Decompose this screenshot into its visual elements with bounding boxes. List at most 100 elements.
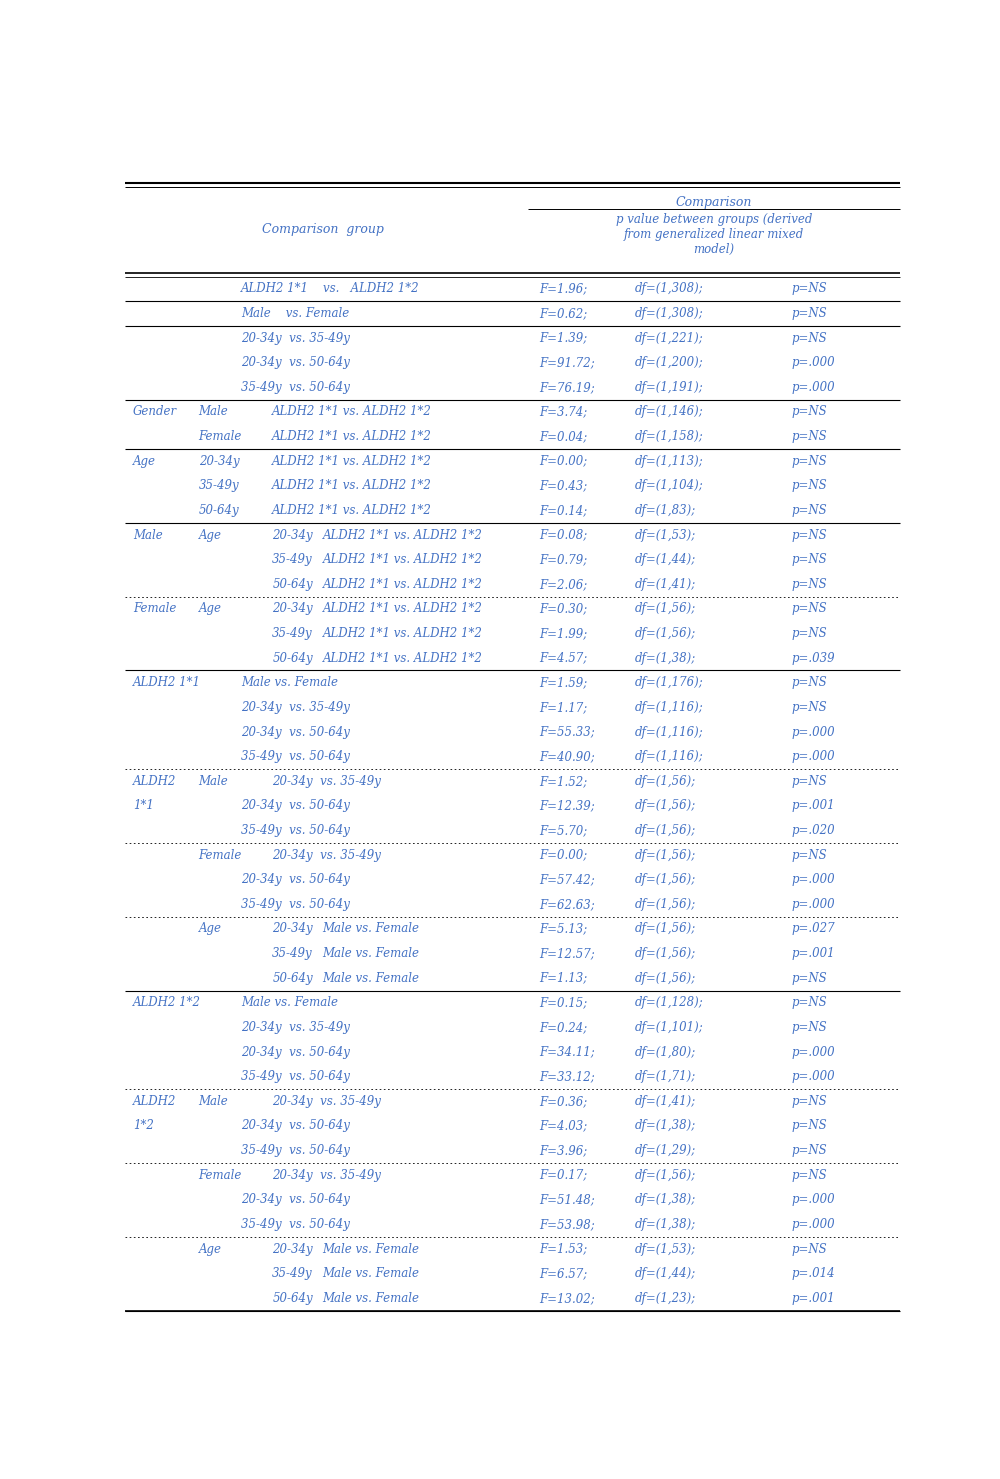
Text: p=NS: p=NS	[792, 972, 827, 985]
Text: F=53.98;: F=53.98;	[540, 1217, 595, 1231]
Text: 20-34y  vs. 35-49y: 20-34y vs. 35-49y	[272, 1094, 381, 1108]
Text: ALDH2 1*1 vs. ALDH2 1*2: ALDH2 1*1 vs. ALDH2 1*2	[272, 430, 432, 444]
Text: df=(1,176);: df=(1,176);	[635, 676, 704, 689]
Text: F=4.03;: F=4.03;	[540, 1120, 588, 1133]
Text: ALDH2 1*1: ALDH2 1*1	[133, 676, 201, 689]
Text: 20-34y  vs. 50-64y: 20-34y vs. 50-64y	[241, 1120, 350, 1133]
Text: p=NS: p=NS	[792, 282, 827, 296]
Text: F=1.59;: F=1.59;	[540, 676, 588, 689]
Text: df=(1,308);: df=(1,308);	[635, 308, 704, 319]
Text: p=NS: p=NS	[792, 1021, 827, 1034]
Text: F=0.08;: F=0.08;	[540, 528, 588, 541]
Text: df=(1,23);: df=(1,23);	[635, 1291, 696, 1304]
Text: df=(1,56);: df=(1,56);	[635, 923, 696, 936]
Text: F=5.70;: F=5.70;	[540, 824, 588, 837]
Text: 35-49y  vs. 50-64y: 35-49y vs. 50-64y	[241, 382, 350, 393]
Text: Male: Male	[133, 528, 162, 541]
Text: Female: Female	[199, 1168, 242, 1182]
Text: df=(1,80);: df=(1,80);	[635, 1046, 696, 1059]
Text: Male vs. Female: Male vs. Female	[241, 676, 338, 689]
Text: F=1.52;: F=1.52;	[540, 775, 588, 788]
Text: F=3.96;: F=3.96;	[540, 1145, 588, 1157]
Text: p=.000: p=.000	[792, 750, 835, 763]
Text: 35-49y: 35-49y	[272, 947, 313, 960]
Text: df=(1,38);: df=(1,38);	[635, 1217, 696, 1231]
Text: Comparison  group: Comparison group	[262, 223, 384, 237]
Text: p=NS: p=NS	[792, 308, 827, 319]
Text: Male vs. Female: Male vs. Female	[323, 1268, 420, 1281]
Text: df=(1,41);: df=(1,41);	[635, 1094, 696, 1108]
Text: df=(1,56);: df=(1,56);	[635, 1168, 696, 1182]
Text: F=0.62;: F=0.62;	[540, 308, 588, 319]
Text: Male    vs. Female: Male vs. Female	[241, 308, 350, 319]
Text: ALDH2 1*1 vs. ALDH2 1*2: ALDH2 1*1 vs. ALDH2 1*2	[272, 454, 432, 467]
Text: df=(1,221);: df=(1,221);	[635, 331, 704, 345]
Text: df=(1,44);: df=(1,44);	[635, 553, 696, 566]
Text: df=(1,116);: df=(1,116);	[635, 726, 704, 738]
Text: F=0.17;: F=0.17;	[540, 1168, 588, 1182]
Text: F=51.48;: F=51.48;	[540, 1194, 595, 1207]
Text: F=4.57;: F=4.57;	[540, 652, 588, 664]
Text: 20-34y  vs. 35-49y: 20-34y vs. 35-49y	[241, 701, 350, 714]
Text: p=NS: p=NS	[792, 701, 827, 714]
Text: F=12.57;: F=12.57;	[540, 947, 595, 960]
Text: p=NS: p=NS	[792, 602, 827, 615]
Text: Age: Age	[199, 1242, 222, 1256]
Text: p=NS: p=NS	[792, 676, 827, 689]
Text: df=(1,116);: df=(1,116);	[635, 750, 704, 763]
Text: F=0.00;: F=0.00;	[540, 849, 588, 862]
Text: F=62.63;: F=62.63;	[540, 898, 595, 911]
Text: Male vs. Female: Male vs. Female	[323, 947, 420, 960]
Text: 20-34y  vs. 35-49y: 20-34y vs. 35-49y	[241, 1021, 350, 1034]
Text: 20-34y  vs. 50-64y: 20-34y vs. 50-64y	[241, 1194, 350, 1207]
Text: df=(1,128);: df=(1,128);	[635, 997, 704, 1009]
Text: 35-49y: 35-49y	[272, 627, 313, 640]
Text: ALDH2 1*1 vs. ALDH2 1*2: ALDH2 1*1 vs. ALDH2 1*2	[323, 553, 482, 566]
Text: ALDH2 1*1 vs. ALDH2 1*2: ALDH2 1*1 vs. ALDH2 1*2	[323, 652, 482, 664]
Text: F=0.04;: F=0.04;	[540, 430, 588, 444]
Text: p=.000: p=.000	[792, 873, 835, 886]
Text: p=NS: p=NS	[792, 1094, 827, 1108]
Text: F=76.19;: F=76.19;	[540, 382, 595, 393]
Text: p=.039: p=.039	[792, 652, 835, 664]
Text: p=NS: p=NS	[792, 479, 827, 493]
Text: df=(1,146);: df=(1,146);	[635, 405, 704, 419]
Text: F=1.39;: F=1.39;	[540, 331, 588, 345]
Text: Age: Age	[199, 528, 222, 541]
Text: ALDH2 1*1 vs. ALDH2 1*2: ALDH2 1*1 vs. ALDH2 1*2	[272, 504, 432, 518]
Text: p=NS: p=NS	[792, 331, 827, 345]
Text: 1*1: 1*1	[133, 799, 154, 812]
Text: df=(1,71);: df=(1,71);	[635, 1071, 696, 1083]
Text: Male: Male	[199, 405, 228, 419]
Text: Comparison: Comparison	[676, 195, 752, 209]
Text: Male vs. Female: Male vs. Female	[323, 1242, 420, 1256]
Text: F=6.57;: F=6.57;	[540, 1268, 588, 1281]
Text: p=.001: p=.001	[792, 947, 835, 960]
Text: F=13.02;: F=13.02;	[540, 1291, 595, 1304]
Text: 50-64y: 50-64y	[272, 972, 313, 985]
Text: Female: Female	[133, 602, 176, 615]
Text: df=(1,38);: df=(1,38);	[635, 1120, 696, 1133]
Text: p=NS: p=NS	[792, 627, 827, 640]
Text: F=91.72;: F=91.72;	[540, 356, 595, 370]
Text: Female: Female	[199, 849, 242, 862]
Text: 1*2: 1*2	[133, 1120, 154, 1133]
Text: F=0.14;: F=0.14;	[540, 504, 588, 518]
Text: df=(1,53);: df=(1,53);	[635, 1242, 696, 1256]
Text: p=.000: p=.000	[792, 726, 835, 738]
Text: F=1.13;: F=1.13;	[540, 972, 588, 985]
Text: p=.027: p=.027	[792, 923, 835, 936]
Text: 20-34y: 20-34y	[272, 923, 313, 936]
Text: ALDH2 1*1 vs. ALDH2 1*2: ALDH2 1*1 vs. ALDH2 1*2	[323, 578, 482, 590]
Text: df=(1,56);: df=(1,56);	[635, 602, 696, 615]
Text: Male vs. Female: Male vs. Female	[323, 1291, 420, 1304]
Text: F=0.24;: F=0.24;	[540, 1021, 588, 1034]
Text: p=NS: p=NS	[792, 1145, 827, 1157]
Text: p=.000: p=.000	[792, 382, 835, 393]
Text: p=NS: p=NS	[792, 454, 827, 467]
Text: p=NS: p=NS	[792, 1242, 827, 1256]
Text: df=(1,113);: df=(1,113);	[635, 454, 704, 467]
Text: p=.000: p=.000	[792, 356, 835, 370]
Text: 20-34y  vs. 35-49y: 20-34y vs. 35-49y	[241, 331, 350, 345]
Text: p=NS: p=NS	[792, 578, 827, 590]
